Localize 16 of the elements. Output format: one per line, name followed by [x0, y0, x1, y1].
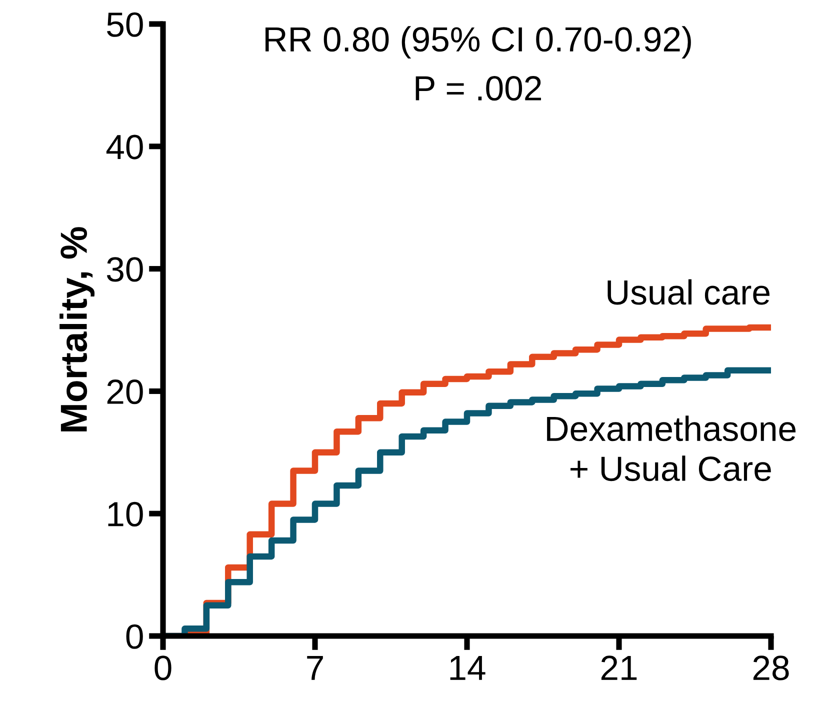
y-tick-label: 0: [126, 624, 143, 649]
x-tick-label: 0: [154, 656, 172, 680]
y-tick-label: 40: [106, 134, 143, 160]
series-label: Dexamethasone + Usual Care: [547, 416, 796, 482]
y-axis-title: Mortality, %: [60, 227, 95, 432]
annotation: RR 0.80 (95% CI 0.70-0.92): [266, 26, 691, 59]
x-tick-label: 28: [753, 656, 789, 680]
y-tick-label: 10: [108, 502, 143, 527]
x-tick-label: 14: [450, 656, 486, 680]
y-tick-label: 30: [106, 257, 143, 282]
series-label: Usual care: [608, 279, 770, 305]
annotation: P = .002: [416, 76, 541, 101]
x-tick-label: 7: [307, 656, 323, 680]
x-tick-label: 21: [601, 656, 637, 680]
y-tick-label: 50: [107, 12, 143, 37]
y-tick-label: 20: [107, 380, 143, 404]
